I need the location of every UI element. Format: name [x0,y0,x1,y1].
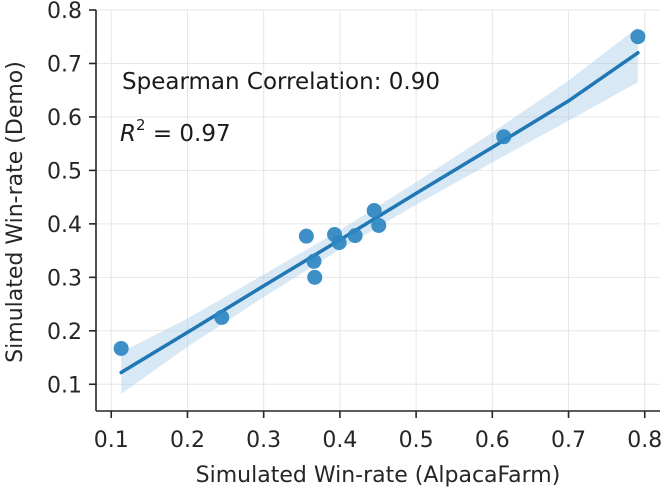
x-tick-label: 0.7 [551,428,586,453]
scatter-point [298,228,314,244]
x-tick-label: 0.2 [170,428,205,453]
r-squared-symbol: R [120,121,136,147]
y-axis-label: Simulated Win-rate (Demo) [3,61,28,363]
x-tick-label: 0.8 [627,428,662,453]
scatter-point [496,129,512,145]
scatter-point [371,217,387,233]
ticks: 0.1 0.2 0.3 0.4 0.5 0.6 0.7 0.8 0.1 0.2 0.3 0.4 0.5 0… [47,0,662,453]
x-tick-label: 0.6 [475,428,510,453]
r-squared-superscript: 2 [136,116,146,134]
x-tick-label: 0.5 [399,428,434,453]
x-axis-label: Simulated Win-rate (AlpacaFarm) [196,463,561,488]
scatter-point [307,269,323,285]
y-tick-label: 0.5 [47,159,82,184]
y-tick-label: 0.1 [47,373,82,398]
grid-lines [96,9,660,411]
y-tick-label: 0.6 [47,106,82,131]
r-squared-value: = 0.97 [146,121,231,147]
y-tick-label: 0.2 [47,320,82,345]
spearman-annotation: Spearman Correlation: 0.90 [122,69,440,95]
scatter-point [347,228,363,244]
y-tick-label: 0.3 [47,266,82,291]
scatter-point [366,203,382,218]
x-tick-label: 0.1 [94,428,129,453]
scatter-point [630,29,646,45]
data-points [113,29,646,356]
y-tick-label: 0.4 [47,213,82,238]
x-tick-label: 0.4 [322,428,357,453]
r-squared-annotation: R2 = 0.97 [120,116,231,147]
scatter-point [306,253,322,269]
y-tick-label: 0.7 [47,52,82,77]
x-tick-label: 0.3 [246,428,281,453]
scatter-point [214,309,230,325]
scatter-point [331,235,347,251]
axes [95,10,660,412]
y-tick-label: 0.8 [47,0,82,24]
scatter-point [113,340,129,356]
